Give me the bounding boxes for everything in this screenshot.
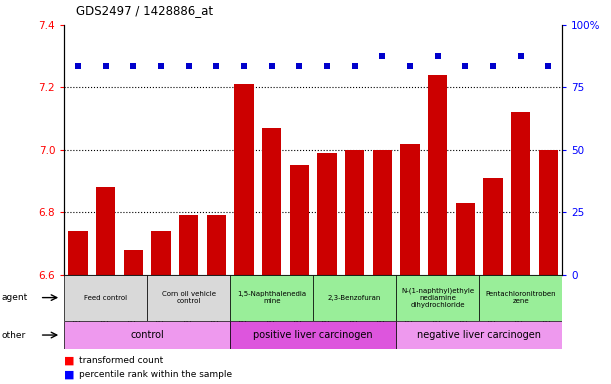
Bar [64,275,147,321]
Bar [428,75,447,275]
Bar [479,275,562,321]
Point [267,63,277,69]
Point [433,53,442,59]
Bar [207,215,226,275]
Text: agent: agent [2,293,28,302]
Bar [64,321,230,349]
Bar [262,128,281,275]
Point [543,63,553,69]
Point [101,63,111,69]
Text: N-(1-naphthyl)ethyle
nediamine
dihydrochloride: N-(1-naphthyl)ethyle nediamine dihydroch… [401,287,474,308]
Point [73,63,83,69]
Text: percentile rank within the sample: percentile rank within the sample [79,370,233,379]
Text: ■: ■ [64,369,75,379]
Text: control: control [130,330,164,340]
Bar [400,144,420,275]
Text: Corn oil vehicle
control: Corn oil vehicle control [162,291,216,304]
Text: Feed control: Feed control [84,295,127,301]
Bar [396,321,562,349]
Text: transformed count: transformed count [79,356,164,365]
Bar [317,153,337,275]
Text: Pentachloronitroben
zene: Pentachloronitroben zene [485,291,556,304]
Point [128,63,138,69]
Text: other: other [2,331,26,339]
Point [461,63,470,69]
Bar [234,84,254,275]
Text: positive liver carcinogen: positive liver carcinogen [254,330,373,340]
Bar [230,321,396,349]
Point [349,63,359,69]
Bar [539,150,558,275]
Text: ■: ■ [64,356,75,366]
Bar [96,187,115,275]
Bar [483,178,503,275]
Bar [147,275,230,321]
Bar [313,275,396,321]
Text: 2,3-Benzofuran: 2,3-Benzofuran [328,295,381,301]
Point [488,63,498,69]
Point [378,53,387,59]
Point [239,63,249,69]
Point [322,63,332,69]
Point [156,63,166,69]
Point [184,63,194,69]
Bar [123,250,143,275]
Text: 1,5-Naphthalenedia
mine: 1,5-Naphthalenedia mine [237,291,306,304]
Bar [345,150,364,275]
Bar [511,112,530,275]
Bar [68,231,87,275]
Point [516,53,525,59]
Text: negative liver carcinogen: negative liver carcinogen [417,330,541,340]
Point [295,63,304,69]
Bar [373,150,392,275]
Bar [396,275,479,321]
Text: GDS2497 / 1428886_at: GDS2497 / 1428886_at [76,4,213,17]
Bar [290,166,309,275]
Bar [456,203,475,275]
Point [211,63,221,69]
Bar [152,231,170,275]
Bar [230,275,313,321]
Point [405,63,415,69]
Bar [179,215,199,275]
